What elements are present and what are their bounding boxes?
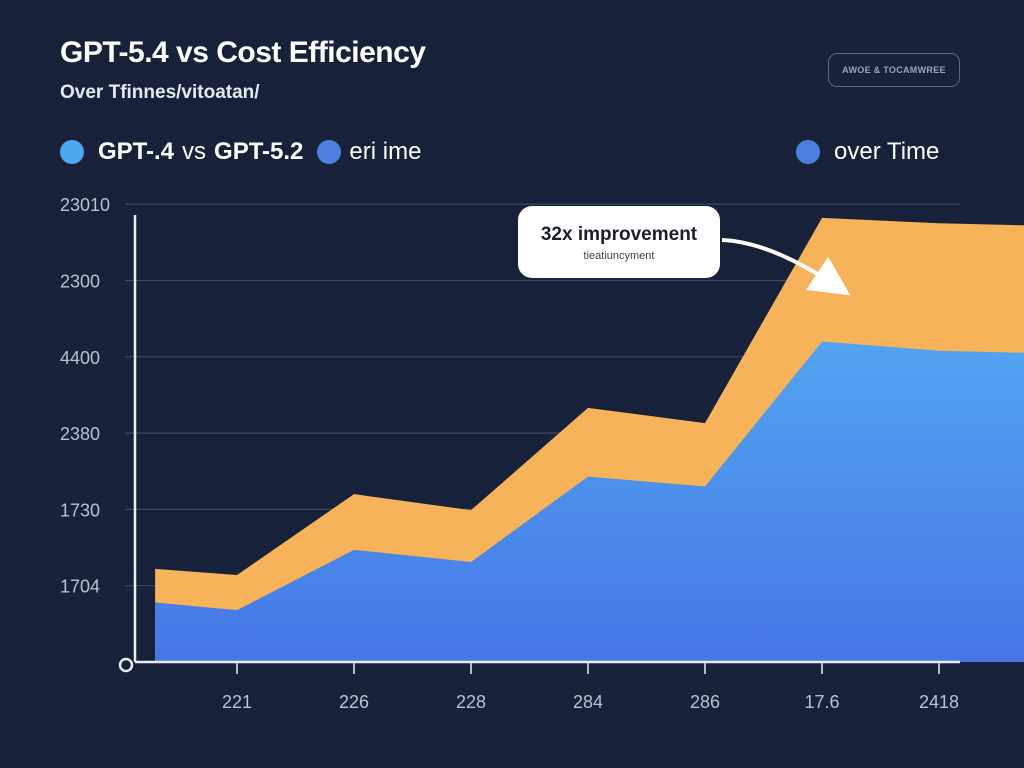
- annotation-sublabel: tieatiuncyment: [584, 250, 655, 262]
- y-tick-label: 2300: [60, 272, 100, 292]
- legend-label-over-time: over Time: [834, 138, 940, 165]
- legend-swatch-gpt54: [60, 140, 84, 164]
- legend-left: GPT-.4 vs GPT-5.2 eri ime: [60, 138, 421, 166]
- axis-origin-marker: [118, 657, 134, 673]
- x-tick-label: 17.6: [804, 692, 839, 712]
- x-tick-label: 226: [339, 692, 369, 712]
- legend-swatch-over-time: [796, 140, 820, 164]
- legend-label-tail: eri ime: [349, 138, 422, 165]
- x-tick-label: 2418: [919, 692, 959, 712]
- chart-subtitle: Over Tfinnes/vitoatan/: [60, 82, 260, 103]
- annotation-label: 32x improvement: [541, 224, 698, 245]
- y-tick-label: 23010: [60, 195, 110, 215]
- legend-label-vs: vs: [182, 138, 207, 165]
- x-tick-label: 221: [222, 692, 252, 712]
- legend-swatch-gpt52: [317, 140, 342, 164]
- legend-right: over Time: [796, 138, 939, 166]
- chart-title: GPT-5.4 vs Cost Efficiency: [60, 36, 426, 69]
- x-tick-label: 228: [456, 692, 486, 712]
- x-tick-label: 286: [690, 692, 720, 712]
- top-right-button[interactable]: AWOE & TOCAMWREE: [828, 53, 960, 87]
- area-series-over-time: [155, 341, 1024, 662]
- legend-label-gpt52: GPT-5.2: [214, 138, 304, 165]
- y-tick-label: 4400: [60, 348, 100, 368]
- legend-label-gpt54: GPT-.4: [98, 138, 175, 165]
- x-tick-label: 284: [573, 692, 603, 712]
- annotation-box: [518, 206, 720, 278]
- annotation-arrow: [721, 238, 851, 296]
- y-tick-label: 1730: [60, 500, 100, 520]
- y-tick-label: 2380: [60, 424, 100, 444]
- y-tick-label: 1704: [60, 577, 100, 597]
